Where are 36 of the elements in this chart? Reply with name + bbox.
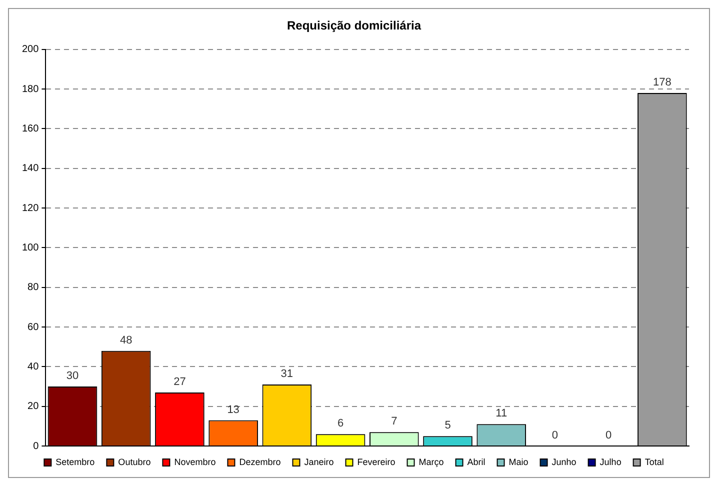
y-tick-label: 160 xyxy=(22,123,40,134)
data-label: 5 xyxy=(444,420,451,432)
data-label: 11 xyxy=(496,408,508,420)
y-tick-label: 140 xyxy=(22,163,40,174)
legend-label: Fevereiro xyxy=(357,456,396,467)
y-tick-label: 20 xyxy=(28,401,40,412)
data-label: 31 xyxy=(280,368,294,380)
y-tick-label: 100 xyxy=(22,242,40,254)
data-label: 0 xyxy=(606,430,612,442)
data-label: 178 xyxy=(653,76,672,89)
y-tick-label: 80 xyxy=(28,282,40,294)
chart-title: Requisição domiciliária xyxy=(286,18,422,33)
legend-label: Novembro xyxy=(174,456,216,467)
data-label: 27 xyxy=(174,376,186,388)
legend-label: Outubro xyxy=(118,456,151,467)
legend-label: Janeiro xyxy=(304,456,334,467)
legend-label: Setembro xyxy=(56,456,95,467)
legend-label: Dezembro xyxy=(239,456,281,467)
legend-label: Julho xyxy=(600,456,622,467)
legend-label: Março xyxy=(418,456,444,467)
y-tick-label: 40 xyxy=(28,361,40,372)
legend-label: Abril xyxy=(467,456,486,467)
data-label: 0 xyxy=(552,430,558,442)
y-tick-label: 200 xyxy=(22,44,40,56)
legend-label: Junho xyxy=(552,456,576,467)
data-label: 7 xyxy=(391,416,398,428)
data-label: 30 xyxy=(66,370,79,382)
y-tick-label: 60 xyxy=(28,322,40,333)
y-tick-label: 0 xyxy=(33,440,40,452)
y-tick-label: 120 xyxy=(22,202,40,214)
data-label: 6 xyxy=(337,418,344,430)
y-tick-label: 180 xyxy=(22,84,40,95)
data-label: 48 xyxy=(120,334,132,346)
legend-label: Maio xyxy=(508,456,528,467)
data-label: 13 xyxy=(227,404,240,416)
legend-label: Total xyxy=(644,456,664,467)
